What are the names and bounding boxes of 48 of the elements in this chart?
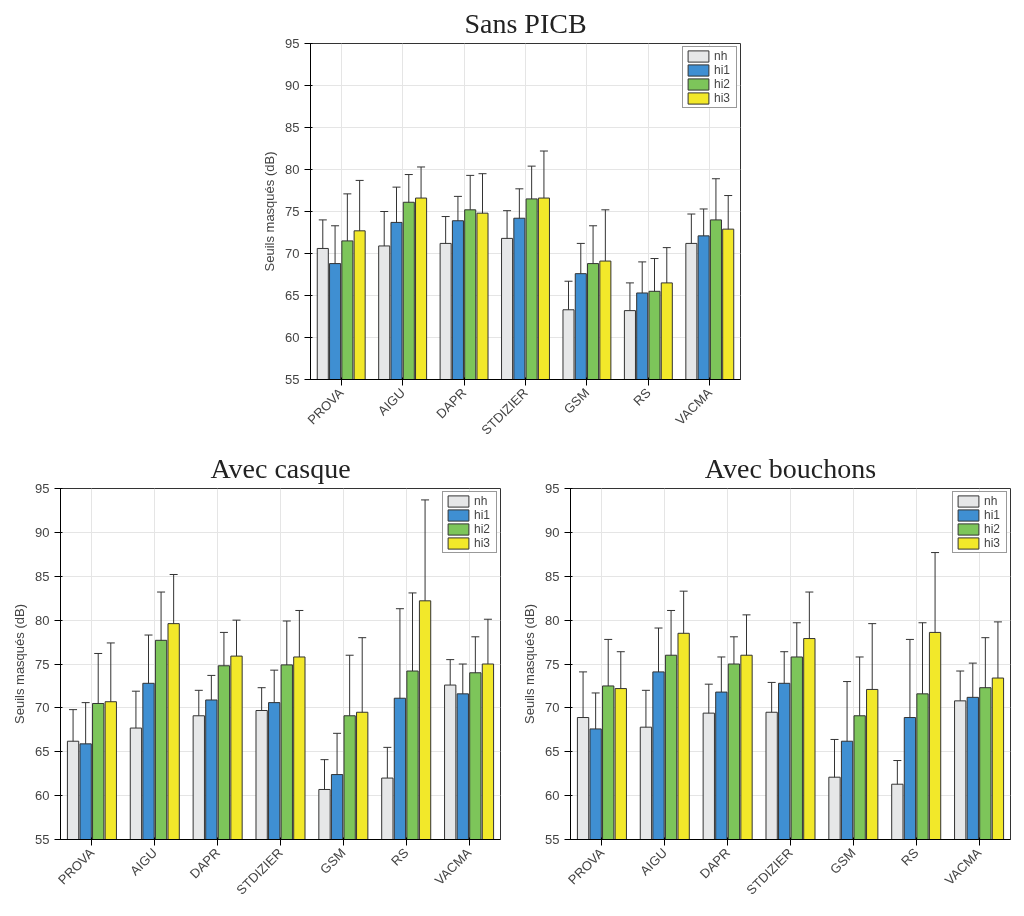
legend-label: hi2 <box>984 522 1001 536</box>
y-tick-label: 90 <box>35 524 50 540</box>
chart-title: Avec casque <box>210 452 351 484</box>
legend-label: hi1 <box>474 508 491 522</box>
y-tick-label: 60 <box>35 788 50 804</box>
y-tick-label: 55 <box>35 832 50 847</box>
y-tick-label: 90 <box>285 78 300 93</box>
y-tick-label: 85 <box>545 568 560 584</box>
y-tick-label: 65 <box>35 744 50 760</box>
y-tick-label: 75 <box>545 656 560 672</box>
y-tick-label: 80 <box>35 612 50 628</box>
x-tick-label: RS <box>630 384 654 409</box>
y-tick-label: 95 <box>545 481 560 496</box>
y-tick-label: 95 <box>285 36 300 51</box>
x-tick-label: RS <box>388 844 412 869</box>
y-tick-label: 75 <box>35 656 50 672</box>
legend-label: hi2 <box>474 522 491 536</box>
x-tick-label: RS <box>898 844 922 869</box>
legend-label: hi1 <box>984 508 1001 522</box>
y-axis-title: Seuils masqués (dB) <box>522 604 538 724</box>
legend-label: hi3 <box>474 536 491 550</box>
y-axis-title: Seuils masqués (dB) <box>12 604 28 724</box>
y-tick-label: 65 <box>285 288 300 303</box>
y-tick-label: 80 <box>545 612 560 628</box>
y-tick-label: 80 <box>285 162 300 177</box>
legend-label: hi3 <box>984 536 1001 550</box>
chart-title: Sans PICB <box>464 7 587 39</box>
chart-title: Avec bouchons <box>704 452 877 484</box>
legend-label: hi1 <box>714 63 731 77</box>
y-tick-label: 90 <box>545 524 560 540</box>
y-tick-label: 75 <box>285 204 300 219</box>
legend-label: nh <box>474 494 489 508</box>
y-tick-label: 85 <box>35 568 50 584</box>
legend-label: hi2 <box>714 77 731 91</box>
y-tick-label: 65 <box>545 744 560 760</box>
y-tick-label: 95 <box>35 481 50 496</box>
legend-label: nh <box>714 49 729 63</box>
y-tick-label: 70 <box>35 700 50 716</box>
legend-label: hi3 <box>714 91 731 105</box>
y-tick-label: 55 <box>545 832 560 847</box>
y-tick-label: 70 <box>285 246 300 261</box>
legend-label: nh <box>984 494 999 508</box>
y-tick-label: 60 <box>545 788 560 804</box>
y-tick-label: 85 <box>285 120 300 135</box>
y-tick-label: 60 <box>285 330 300 345</box>
y-axis-title: Seuils masqués (dB) <box>262 151 278 272</box>
y-tick-label: 55 <box>285 372 300 387</box>
y-tick-label: 70 <box>545 700 560 716</box>
